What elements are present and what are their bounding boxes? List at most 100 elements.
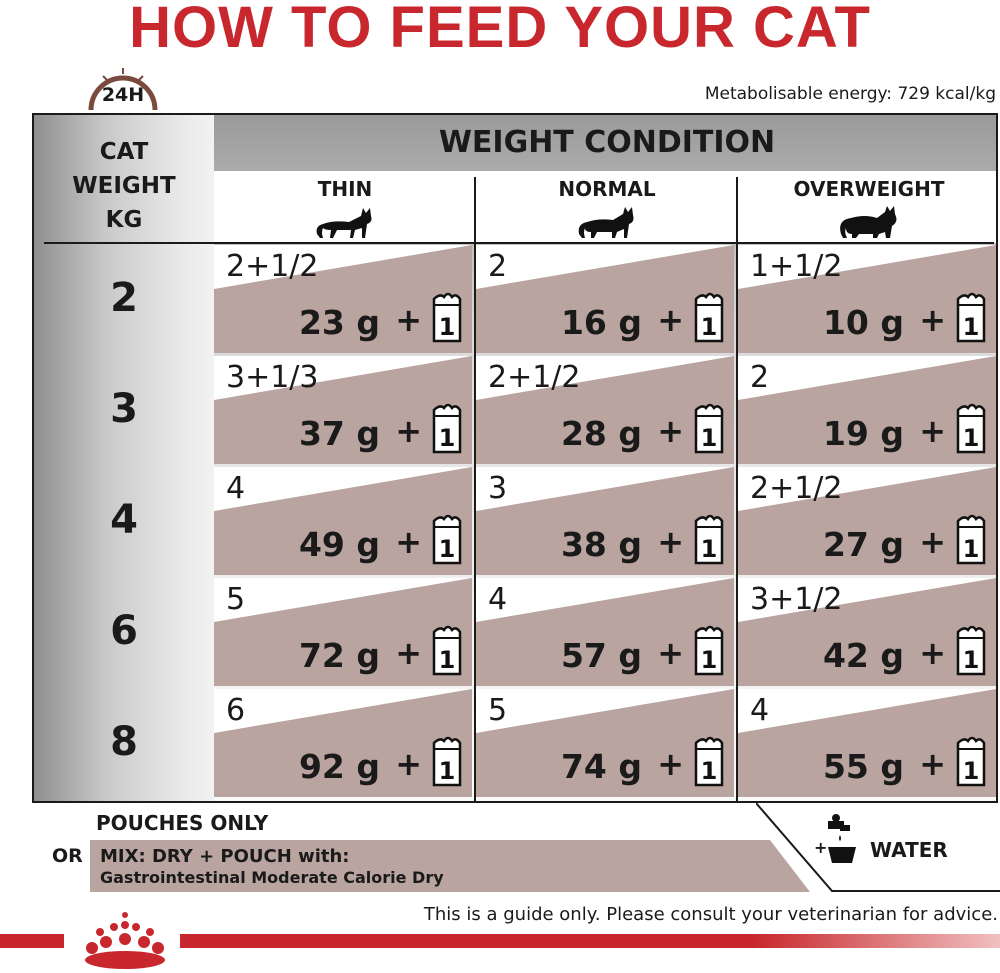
cell-band	[738, 578, 996, 686]
cell-band	[214, 356, 472, 464]
condition-normal: NORMAL	[476, 171, 738, 243]
clock-label: 24H	[101, 84, 145, 106]
pouch-bag-icon: 1	[956, 514, 986, 565]
mix-line-2: Gastrointestinal Moderate Calorie Dry	[100, 868, 444, 887]
cat-weight-value: 6	[110, 608, 138, 654]
cat-weight-value: 2	[110, 275, 138, 321]
royal-canin-crown-logo	[70, 912, 180, 972]
cat-weight-header-line1: CAT	[99, 139, 149, 165]
disclaimer-text: This is a guide only. Please consult you…	[423, 904, 998, 925]
cell-band	[476, 245, 734, 353]
cell-band	[476, 578, 734, 686]
pouch-bag-number: 1	[963, 757, 980, 785]
condition-label: NORMAL	[558, 177, 656, 201]
pouch-bag-number: 1	[701, 757, 718, 785]
cell-band	[476, 356, 734, 464]
cat-weight-header-line3: KG	[105, 207, 143, 233]
plus-sign: +	[395, 412, 422, 450]
feeding-cell: 2 19 g +1	[738, 356, 996, 464]
dry-grams: 42 g	[822, 636, 904, 675]
pouch-bag-number: 1	[439, 424, 456, 452]
pouch-amount: 2+1/2	[488, 360, 581, 395]
dry-grams: 23 g	[298, 303, 380, 342]
normal-cat-icon	[578, 207, 634, 238]
pouch-amount: 5	[226, 582, 246, 617]
pouch-bag-number: 1	[439, 313, 456, 341]
plus-sign: +	[395, 523, 422, 561]
mix-line-1: MIX: DRY + POUCH with:	[100, 846, 350, 867]
pouch-bag-icon: 1	[956, 292, 986, 343]
column-divider	[474, 177, 476, 801]
feeding-cell: 5 72 g +1	[214, 578, 472, 686]
pouch-bag-number: 1	[439, 535, 456, 563]
pouch-bag-number: 1	[701, 646, 718, 674]
dry-grams: 16 g	[560, 303, 642, 342]
header-divider	[44, 242, 994, 244]
pouch-bag-icon: 1	[432, 736, 462, 787]
pouch-bag-icon: 1	[694, 403, 724, 454]
plus-sign: +	[657, 745, 684, 783]
plus-sign: +	[395, 745, 422, 783]
pouch-bag-icon: 1	[432, 625, 462, 676]
dry-grams: 19 g	[822, 414, 904, 453]
pouch-bag-number: 1	[963, 535, 980, 563]
cell-band	[738, 467, 996, 575]
water-plus: +	[814, 838, 827, 857]
pouch-amount: 2+1/2	[226, 249, 319, 284]
pouch-bag-icon: 1	[694, 292, 724, 343]
feeding-cell: 4 49 g +1	[214, 467, 472, 575]
plus-sign: +	[919, 745, 946, 783]
pouch-bag-number: 1	[963, 424, 980, 452]
plus-sign: +	[657, 412, 684, 450]
pouch-amount: 3	[488, 471, 508, 506]
cell-band	[214, 467, 472, 575]
cat-weight-header: CAT WEIGHT KG	[34, 135, 214, 237]
dry-grams: 37 g	[298, 414, 380, 453]
mix-band	[90, 840, 810, 892]
thin-cat-icon	[316, 208, 372, 238]
plus-sign: +	[657, 301, 684, 339]
feeding-cell: 3+1/2 42 g +1	[738, 578, 996, 686]
pouch-amount: 2	[750, 360, 770, 395]
pouch-bag-number: 1	[701, 535, 718, 563]
feeding-cell: 5 74 g +1	[476, 689, 734, 797]
dry-grams: 38 g	[560, 525, 642, 564]
feeding-cell: 2 16 g +1	[476, 245, 734, 353]
dry-grams: 10 g	[822, 303, 904, 342]
dry-grams: 57 g	[560, 636, 642, 675]
plus-sign: +	[395, 634, 422, 672]
pouch-bag-number: 1	[963, 646, 980, 674]
pouch-amount: 4	[750, 693, 770, 728]
cell-band	[738, 356, 996, 464]
cell-band	[214, 689, 472, 797]
brand-line-left	[0, 934, 64, 948]
pouch-bag-icon: 1	[956, 625, 986, 676]
cat-weight-value: 4	[110, 497, 138, 543]
pouch-bag-icon: 1	[956, 736, 986, 787]
plus-sign: +	[919, 301, 946, 339]
pouch-amount: 1+1/2	[750, 249, 843, 284]
pouch-amount: 3+1/2	[750, 582, 843, 617]
pouch-bag-icon: 1	[694, 514, 724, 565]
condition-thin: THIN	[214, 171, 476, 243]
plus-sign: +	[919, 634, 946, 672]
water-box: +	[756, 803, 1000, 892]
feeding-cell: 3 38 g +1	[476, 467, 734, 575]
cell-band	[738, 245, 996, 353]
pouch-amount: 4	[226, 471, 246, 506]
plus-sign: +	[919, 523, 946, 561]
feeding-cell: 2+1/2 27 g +1	[738, 467, 996, 575]
pouch-bag-icon: 1	[694, 625, 724, 676]
overweight-cat-icon	[840, 206, 897, 238]
cat-weight-header-line2: WEIGHT	[72, 173, 176, 199]
dry-grams: 27 g	[822, 525, 904, 564]
feeding-cell: 6 92 g +1	[214, 689, 472, 797]
cell-band	[214, 245, 472, 353]
energy-text: Metabolisable energy: 729 kcal/kg	[704, 84, 996, 104]
cell-band	[476, 467, 734, 575]
brand-line	[180, 934, 1000, 948]
plus-sign: +	[919, 412, 946, 450]
water-label: WATER	[870, 838, 948, 862]
pouch-bag-number: 1	[701, 424, 718, 452]
pouch-amount: 6	[226, 693, 246, 728]
